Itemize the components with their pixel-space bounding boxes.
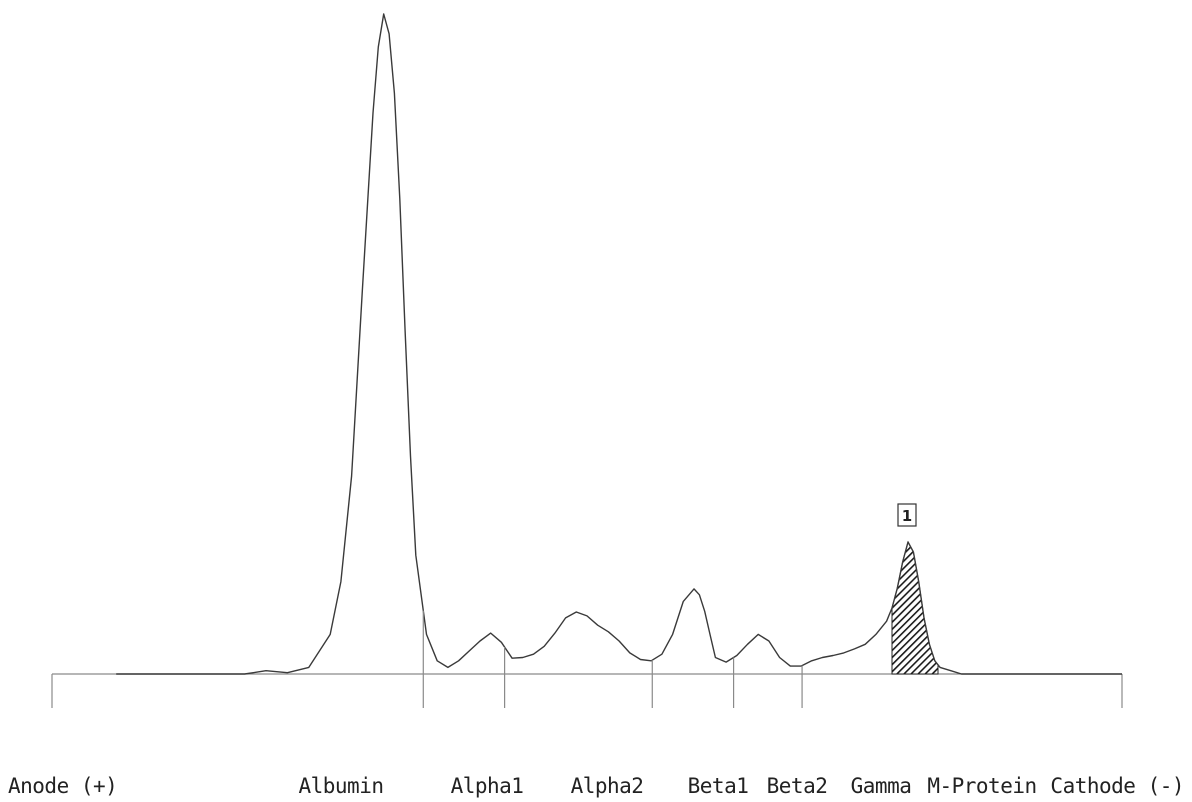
- fraction-label-beta2: Beta2: [767, 774, 828, 798]
- m-protein-marker-box: [897, 503, 917, 527]
- anode-label: Anode (+): [8, 774, 117, 798]
- fraction-label-albumin: Albumin: [298, 774, 383, 798]
- fraction-label-alpha1: Alpha1: [451, 774, 524, 798]
- m-protein-marker-label: 1: [902, 507, 912, 525]
- fraction-label-gamma: Gamma: [851, 774, 912, 798]
- cathode-label: Cathode (-): [1050, 774, 1184, 798]
- fraction-label-alpha2: Alpha2: [571, 774, 644, 798]
- fraction-label-beta1: Beta1: [688, 774, 749, 798]
- fraction-label-m-protein: M-Protein: [927, 774, 1036, 798]
- densitometry-trace: [116, 13, 1122, 675]
